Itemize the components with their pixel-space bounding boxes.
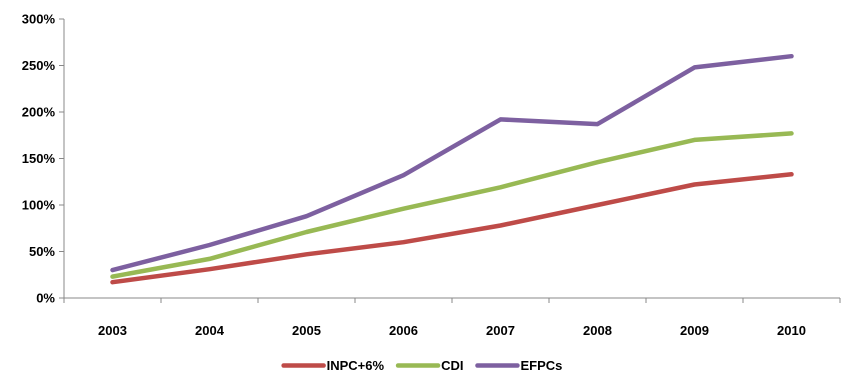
y-tick-label: 0% — [36, 291, 55, 306]
y-tick-label: 250% — [22, 58, 56, 73]
y-tick-label: 50% — [29, 244, 55, 259]
x-tick-label: 2004 — [195, 323, 225, 338]
x-tick-label: 2005 — [292, 323, 321, 338]
y-tick-label: 100% — [22, 198, 56, 213]
series-lines — [110, 53, 794, 285]
legend-label: EFPCs — [520, 358, 562, 373]
series-line-efpcs — [110, 53, 794, 273]
x-tick-label: 2008 — [583, 323, 612, 338]
y-tick-label: 300% — [22, 12, 56, 27]
x-tick-label: 2010 — [777, 323, 806, 338]
legend-label: INPC+6% — [327, 358, 385, 373]
y-tick-label: 200% — [22, 105, 56, 120]
y-tick-label: 150% — [22, 151, 56, 166]
series-line-cdi — [110, 131, 794, 279]
x-tick-label: 2003 — [98, 323, 127, 338]
x-tick-label: 2007 — [486, 323, 515, 338]
legend-label: CDI — [441, 358, 463, 373]
series-line-inpc-6 — [110, 172, 794, 285]
axes: 0% 50% 100% 150% 200% 250% 300% 2003 2004 2005 200… — [22, 12, 841, 338]
legend: INPC+6% CDI EFPCs — [281, 358, 562, 373]
x-tick-label: 2009 — [680, 323, 709, 338]
x-tick-label: 2006 — [389, 323, 418, 338]
